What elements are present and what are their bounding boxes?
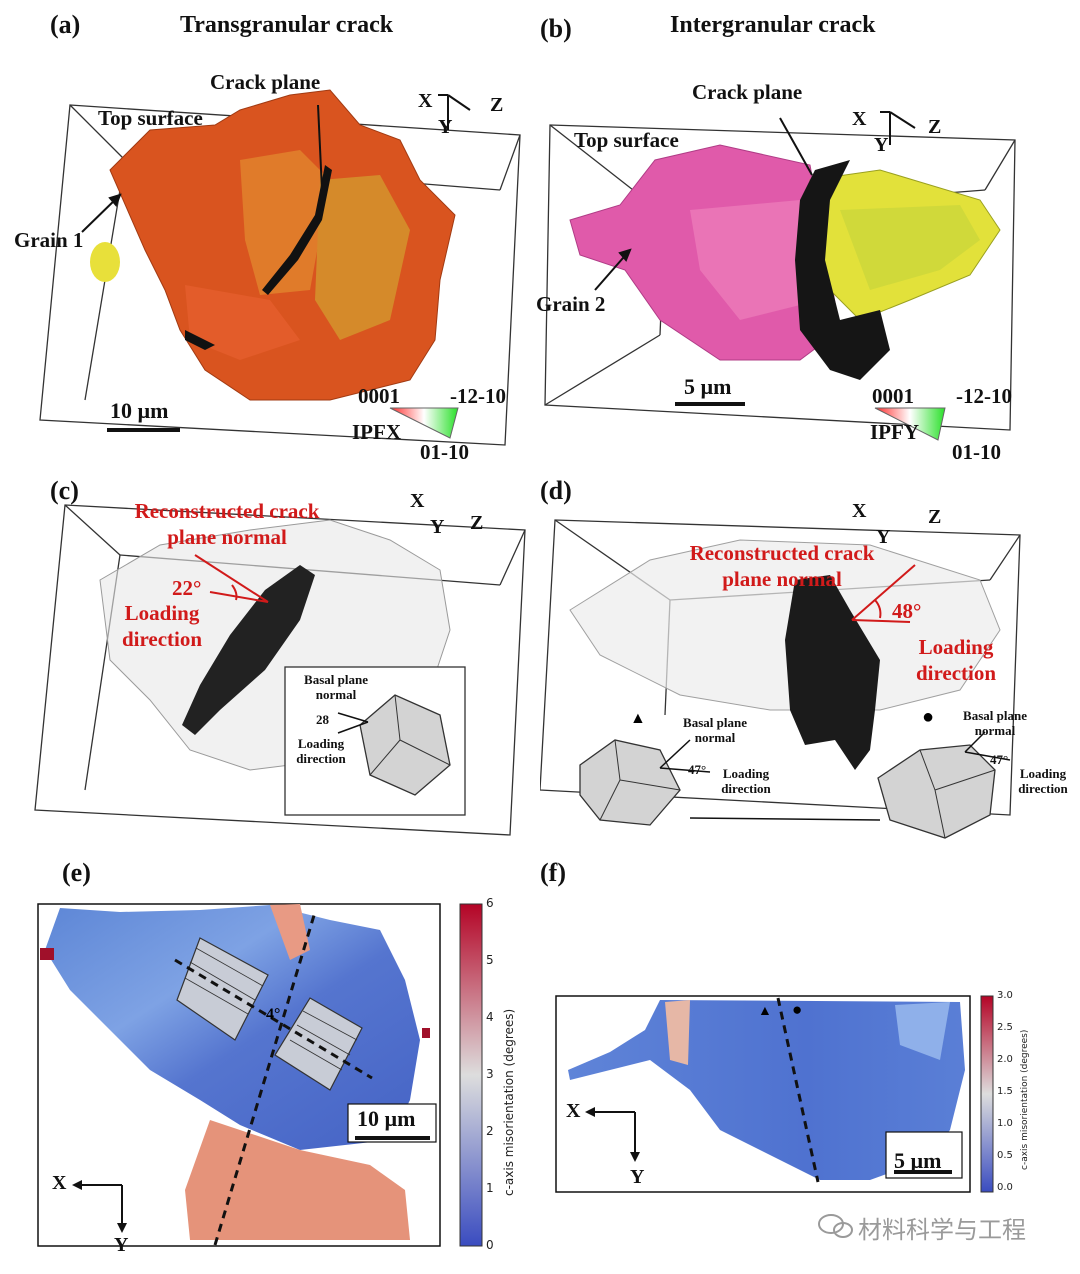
panel-b-ipf-top-right: -12-10 [956, 384, 1012, 408]
panel-a-axis-z: Z [490, 94, 504, 116]
panel-f-triangle-marker: ▲ [758, 1004, 772, 1019]
panel-b-top-surface-label: Top surface [574, 128, 679, 152]
watermark-text: 材料科学与工程 [858, 1216, 1026, 1244]
panel-f-map [555, 995, 994, 1193]
panel-f-axis-y: Y [630, 1166, 645, 1188]
panel-e-axis-y: Y [114, 1234, 129, 1256]
panel-e-cb-tick: 2 [486, 1124, 494, 1138]
panel-d-basal-right: Basal plane normal [963, 708, 1027, 738]
panel-e-cb-tick: 4 [486, 1010, 494, 1024]
panel-d-normal-label: Reconstructed crack plane normal [689, 541, 875, 591]
panel-b-axis-y: Y [874, 134, 889, 156]
panel-d-loading-right: Loading direction [1018, 766, 1068, 796]
panel-b-axis-z: Z [928, 116, 942, 138]
panel-d-angle-right: 47° [990, 752, 1009, 767]
panel-f-xy-axes [585, 1107, 640, 1162]
panel-d-loading-left: Loading direction [721, 766, 771, 796]
panel-a-ipf-bottom: 01-10 [420, 440, 469, 464]
panel-d-circle-marker: ● [922, 706, 935, 728]
panel-e-angle: 4° [266, 1006, 281, 1023]
panel-c-normal-label: Reconstructed crack plane normal [134, 499, 320, 549]
panel-f-axis-x: X [566, 1100, 581, 1122]
panel-b-ipf-top-left: 0001 [872, 384, 914, 408]
panel-a-letter: (a) [50, 10, 81, 39]
panel-a-ipf-top-left: 0001 [358, 384, 400, 408]
panel-e-map [37, 903, 483, 1247]
panel-f-scale-label: 5 µm [894, 1148, 942, 1173]
panel-e-cb-tick: 5 [486, 953, 494, 967]
panel-a-crack-plane-label: Crack plane [210, 70, 321, 94]
panel-c-basal-label: Basal plane normal [304, 672, 368, 702]
panel-e-cb-tick: 6 [486, 896, 494, 910]
panel-e-colorbar-label: c-axis misorientation (degrees) [502, 1008, 516, 1196]
panel-a-ipf-top-right: -12-10 [450, 384, 506, 408]
panel-a-scale-label: 10 µm [110, 398, 169, 423]
panel-c-angle: 22° [172, 576, 202, 600]
panel-c-graphic [34, 504, 526, 836]
panel-e-cb-tick: 0 [486, 1238, 494, 1252]
panel-c-axis-y: Y [430, 516, 445, 538]
panel-a-axis-x: X [418, 90, 433, 112]
panel-f-cb-tick: 1.5 [997, 1086, 1013, 1097]
wechat-icon [818, 1214, 853, 1238]
panel-c-inset-loading: Loading direction [296, 736, 346, 766]
panel-e-xy-axes [72, 1180, 127, 1233]
panel-a-grain-label: Grain 1 [14, 228, 84, 252]
panel-a-title: Transgranular crack [180, 12, 394, 38]
panel-b-axis-x: X [852, 108, 867, 130]
panel-b-title: Intergranular crack [670, 12, 876, 38]
panel-b-ipf-bottom: 01-10 [952, 440, 1001, 464]
panel-b-crack-plane-label: Crack plane [692, 80, 803, 104]
panel-d-axis-z: Z [928, 506, 942, 528]
panel-c-letter: (c) [50, 476, 79, 505]
panel-b-graphic [544, 111, 1016, 441]
panel-e-cb-tick: 3 [486, 1067, 494, 1081]
panel-c-axis-x: X [410, 490, 425, 512]
panel-a-axis-y: Y [438, 116, 453, 138]
panel-e-letter: (e) [62, 858, 91, 887]
panel-b-letter: (b) [540, 14, 572, 43]
panel-c-axis-z: Z [470, 512, 484, 534]
panel-b-grain-label: Grain 2 [536, 292, 606, 316]
panel-a-top-surface-label: Top surface [98, 106, 203, 130]
panel-e-cb-tick: 1 [486, 1181, 494, 1195]
panel-d-axis-x: X [852, 500, 867, 522]
panel-a-graphic [39, 89, 521, 446]
panel-d-angle: 48° [892, 599, 922, 623]
panel-f-cb-tick: 0.5 [997, 1150, 1013, 1161]
panel-d-graphic [540, 519, 1021, 839]
panel-e-axis-x: X [52, 1172, 67, 1194]
panel-f-cb-tick: 2.5 [997, 1022, 1013, 1033]
panel-d-axis-y: Y [876, 526, 891, 548]
panel-e-scale-label: 10 µm [357, 1106, 416, 1131]
panel-f-circle-marker: ● [792, 1000, 803, 1019]
panel-d-triangle-marker: ▲ [630, 710, 646, 727]
panel-d-letter: (d) [540, 476, 572, 505]
panel-f-colorbar-label: c-axis misorientation (degrees) [1020, 1029, 1030, 1170]
panel-f-cb-tick: 2.0 [997, 1054, 1013, 1065]
panel-b-ipf-name: IPFY [870, 420, 919, 444]
panel-f-cb-tick: 0.0 [997, 1182, 1013, 1193]
panel-f-cb-tick: 1.0 [997, 1118, 1013, 1129]
panel-f-cb-tick: 3.0 [997, 990, 1013, 1001]
panel-c-inset-angle: 28 [316, 712, 329, 727]
panel-d-angle-left: 47° [688, 762, 707, 777]
panel-f-letter: (f) [540, 858, 566, 887]
panel-d-loading-label: Loading direction [915, 635, 997, 685]
panel-b-scale-label: 5 µm [684, 374, 732, 399]
panel-d-basal-left: Basal plane normal [683, 715, 747, 745]
panel-a-ipf-name: IPFX [352, 420, 401, 444]
panel-c-loading-label: Loading direction [121, 601, 203, 651]
